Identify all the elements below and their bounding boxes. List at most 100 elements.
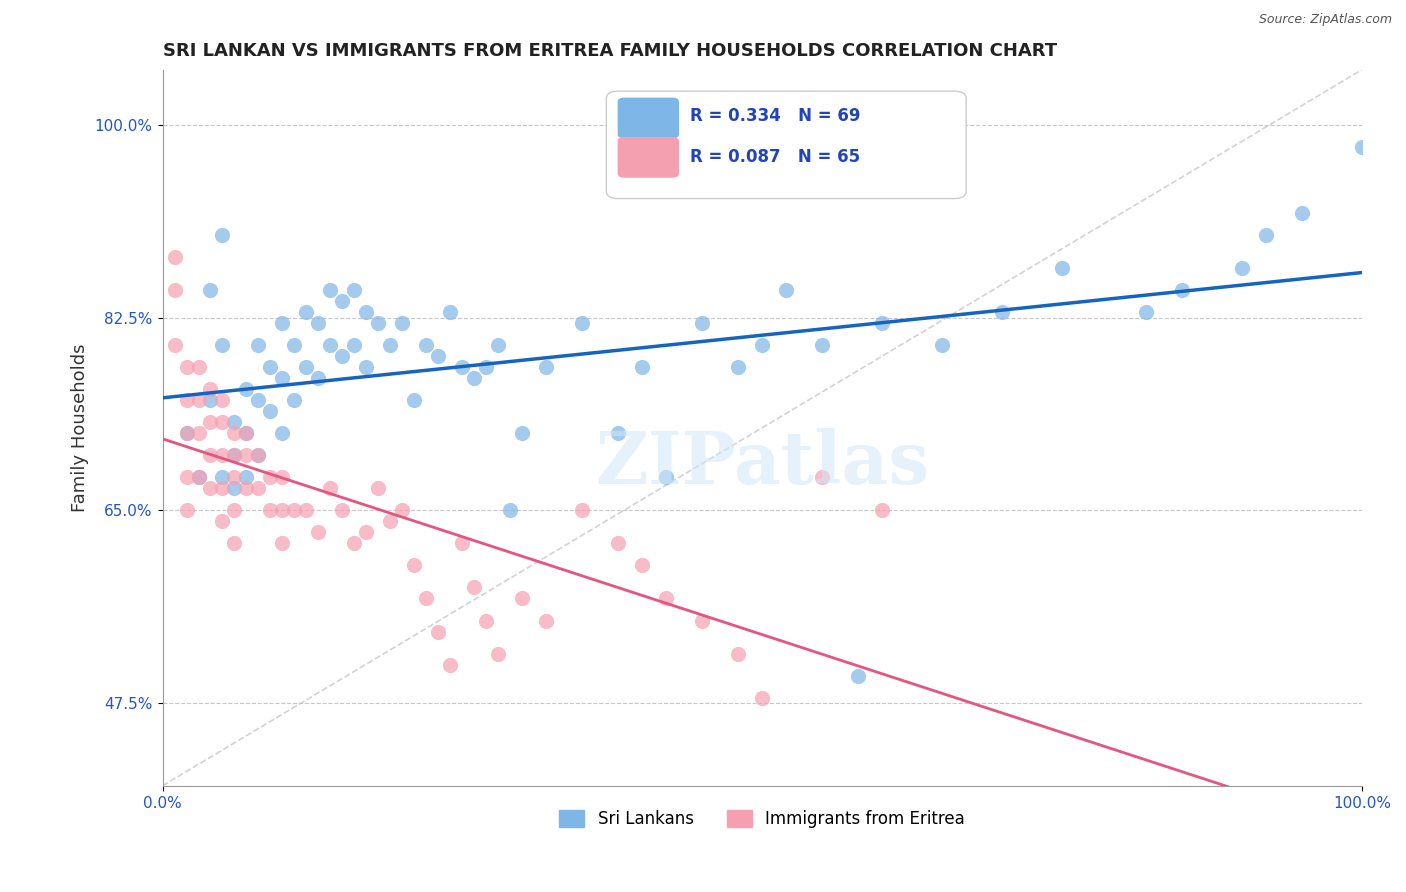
Point	[247, 448, 270, 462]
Point	[727, 360, 749, 375]
Point	[211, 514, 233, 528]
Text: Source: ZipAtlas.com: Source: ZipAtlas.com	[1258, 13, 1392, 27]
Point	[319, 338, 342, 352]
Point	[486, 647, 509, 661]
Point	[176, 426, 198, 441]
Point	[512, 426, 534, 441]
FancyBboxPatch shape	[606, 91, 966, 199]
Point	[224, 448, 246, 462]
Point	[439, 305, 461, 319]
Text: R = 0.087   N = 65: R = 0.087 N = 65	[690, 148, 860, 166]
Point	[235, 426, 257, 441]
Point	[811, 338, 834, 352]
Point	[512, 591, 534, 606]
Point	[187, 470, 209, 484]
Point	[247, 338, 270, 352]
Point	[811, 470, 834, 484]
Point	[307, 525, 329, 540]
Text: SRI LANKAN VS IMMIGRANTS FROM ERITREA FAMILY HOUSEHOLDS CORRELATION CHART: SRI LANKAN VS IMMIGRANTS FROM ERITREA FA…	[163, 42, 1057, 60]
Point	[391, 503, 413, 517]
Point	[271, 371, 294, 385]
Point	[727, 647, 749, 661]
Point	[211, 415, 233, 429]
Point	[439, 657, 461, 672]
Point	[486, 338, 509, 352]
Point	[631, 360, 654, 375]
Text: ZIPatlas: ZIPatlas	[595, 428, 929, 499]
Point	[224, 426, 246, 441]
Point	[295, 305, 318, 319]
Point	[211, 393, 233, 408]
Point	[283, 503, 305, 517]
Point	[211, 470, 233, 484]
Point	[187, 393, 209, 408]
Point	[259, 470, 281, 484]
Point	[176, 393, 198, 408]
Point	[211, 227, 233, 242]
Point	[571, 316, 593, 330]
Point	[343, 536, 366, 550]
Point	[200, 393, 222, 408]
Point	[536, 360, 558, 375]
Point	[163, 283, 186, 297]
Point	[463, 371, 485, 385]
Point	[367, 481, 389, 495]
FancyBboxPatch shape	[619, 98, 678, 137]
Point	[536, 614, 558, 628]
Point	[271, 470, 294, 484]
Point	[259, 360, 281, 375]
Point	[332, 503, 354, 517]
Point	[271, 503, 294, 517]
Point	[404, 558, 426, 573]
Point	[259, 503, 281, 517]
Point	[200, 415, 222, 429]
Point	[332, 349, 354, 363]
Text: R = 0.334   N = 69: R = 0.334 N = 69	[690, 107, 860, 125]
FancyBboxPatch shape	[619, 137, 678, 178]
Point	[271, 316, 294, 330]
Point	[259, 404, 281, 418]
Point	[176, 503, 198, 517]
Point	[846, 668, 869, 682]
Point	[224, 448, 246, 462]
Point	[1135, 305, 1157, 319]
Point	[200, 481, 222, 495]
Point	[415, 338, 437, 352]
Point	[751, 690, 773, 705]
Point	[1291, 206, 1313, 220]
Point	[224, 470, 246, 484]
Point	[187, 470, 209, 484]
Point	[1171, 283, 1194, 297]
Point	[690, 614, 713, 628]
Point	[356, 360, 378, 375]
Point	[283, 338, 305, 352]
Point	[475, 614, 498, 628]
Point	[200, 448, 222, 462]
Point	[607, 426, 630, 441]
Point	[991, 305, 1014, 319]
Point	[607, 536, 630, 550]
Point	[499, 503, 522, 517]
Point	[319, 481, 342, 495]
Point	[391, 316, 413, 330]
Point	[224, 415, 246, 429]
Point	[870, 316, 893, 330]
Point	[367, 316, 389, 330]
Point	[176, 360, 198, 375]
Point	[295, 360, 318, 375]
Point	[176, 426, 198, 441]
Point	[380, 338, 402, 352]
Point	[931, 338, 953, 352]
Point	[176, 470, 198, 484]
Point	[235, 481, 257, 495]
Point	[211, 448, 233, 462]
Point	[224, 503, 246, 517]
Point	[775, 283, 797, 297]
Point	[356, 305, 378, 319]
Point	[271, 536, 294, 550]
Point	[332, 293, 354, 308]
Point	[200, 382, 222, 396]
Point	[1351, 140, 1374, 154]
Point	[1254, 227, 1277, 242]
Point	[163, 338, 186, 352]
